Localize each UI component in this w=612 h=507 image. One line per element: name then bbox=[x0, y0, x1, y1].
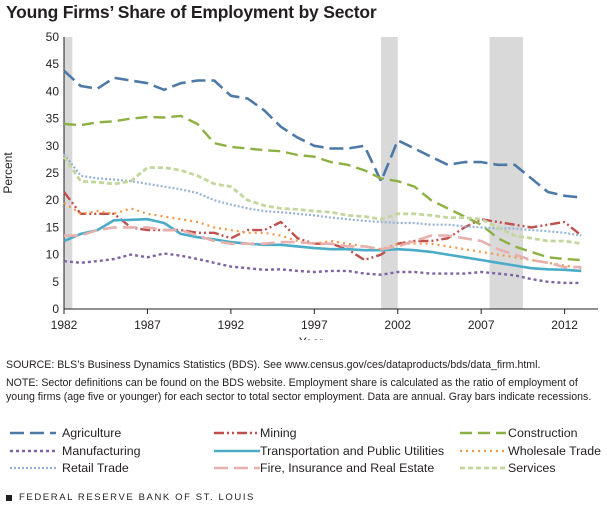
legend-item: Transportation and Public Utilities bbox=[214, 444, 444, 458]
series-line-transportation-and-public-utilities bbox=[63, 217, 582, 273]
x-tick-label: 1997 bbox=[301, 318, 328, 332]
legend-label: Retail Trade bbox=[62, 461, 129, 475]
x-tick-label: 2007 bbox=[468, 318, 495, 332]
methodology-note: NOTE: Sector definitions can be found on… bbox=[6, 377, 592, 403]
legend-label: Agriculture bbox=[62, 426, 121, 440]
series-line-manufacturing bbox=[63, 252, 582, 285]
x-tick-label: 1982 bbox=[51, 318, 78, 332]
series-line-construction bbox=[63, 114, 582, 262]
y-tick-label: 25 bbox=[46, 166, 60, 180]
line-chart: 0 5 10 15 20 25 30 35 40 45 50 1982 1987 1992 1997 2002… bbox=[1, 30, 598, 340]
legend-label: Manufacturing bbox=[62, 444, 141, 458]
source-note: SOURCE: BLS’s Business Dynamics Statisti… bbox=[6, 359, 541, 371]
y-tick-label: 15 bbox=[46, 220, 60, 234]
legend-label: Wholesale Trade bbox=[508, 444, 601, 458]
footer-square-icon bbox=[6, 494, 12, 501]
x-axis-label: Year bbox=[299, 335, 323, 340]
recession-bar bbox=[381, 37, 398, 309]
recession-bar bbox=[64, 37, 73, 309]
y-tick-label: 35 bbox=[46, 112, 60, 126]
y-tick-label: 50 bbox=[46, 30, 60, 44]
legend-item: Services bbox=[460, 461, 556, 475]
y-tick-label: 0 bbox=[52, 302, 59, 316]
y-axis-label: Percent bbox=[1, 152, 15, 194]
legend-label: Services bbox=[508, 461, 556, 475]
series-line-wholesale-trade bbox=[63, 201, 582, 270]
legend-label: Construction bbox=[508, 426, 578, 440]
series-line-mining bbox=[63, 191, 583, 262]
legend-item: Wholesale Trade bbox=[460, 444, 601, 458]
y-tick-label: 5 bbox=[52, 275, 59, 289]
footer: FEDERAL RESERVE BANK OF ST. LOUIS bbox=[6, 492, 255, 503]
y-tick-label: 40 bbox=[46, 84, 60, 98]
y-tick-label: 30 bbox=[46, 139, 60, 153]
x-tick-label: 1992 bbox=[218, 318, 245, 332]
series-line-services bbox=[62, 155, 582, 246]
legend-item: Fire, Insurance and Real Estate bbox=[214, 461, 434, 475]
legend-item: Mining bbox=[214, 426, 297, 440]
x-tick-label: 1987 bbox=[134, 318, 161, 332]
x-tick-label: 2002 bbox=[384, 318, 411, 332]
y-tick-label: 45 bbox=[46, 57, 60, 71]
series-line-retail-trade bbox=[63, 153, 582, 237]
legend-label: Fire, Insurance and Real Estate bbox=[260, 461, 434, 475]
series-line-agriculture bbox=[63, 69, 582, 199]
recession-bar bbox=[489, 37, 523, 309]
legend-label: Transportation and Public Utilities bbox=[260, 444, 444, 458]
footer-text: FEDERAL RESERVE BANK OF ST. LOUIS bbox=[19, 492, 255, 503]
x-tick-label: 2012 bbox=[551, 318, 578, 332]
y-tick-label: 10 bbox=[46, 248, 60, 262]
y-tick-label: 20 bbox=[46, 193, 60, 207]
legend-item: Agriculture bbox=[10, 426, 121, 440]
legend-item: Retail Trade bbox=[10, 461, 129, 475]
legend-item: Manufacturing bbox=[10, 444, 141, 458]
chart-title: Young Firms’ Share of Employment by Sect… bbox=[6, 2, 377, 22]
series-line-fire-insurance-and-real-estate bbox=[64, 226, 582, 269]
legend-label: Mining bbox=[260, 426, 297, 440]
legend-item: Construction bbox=[460, 426, 578, 440]
